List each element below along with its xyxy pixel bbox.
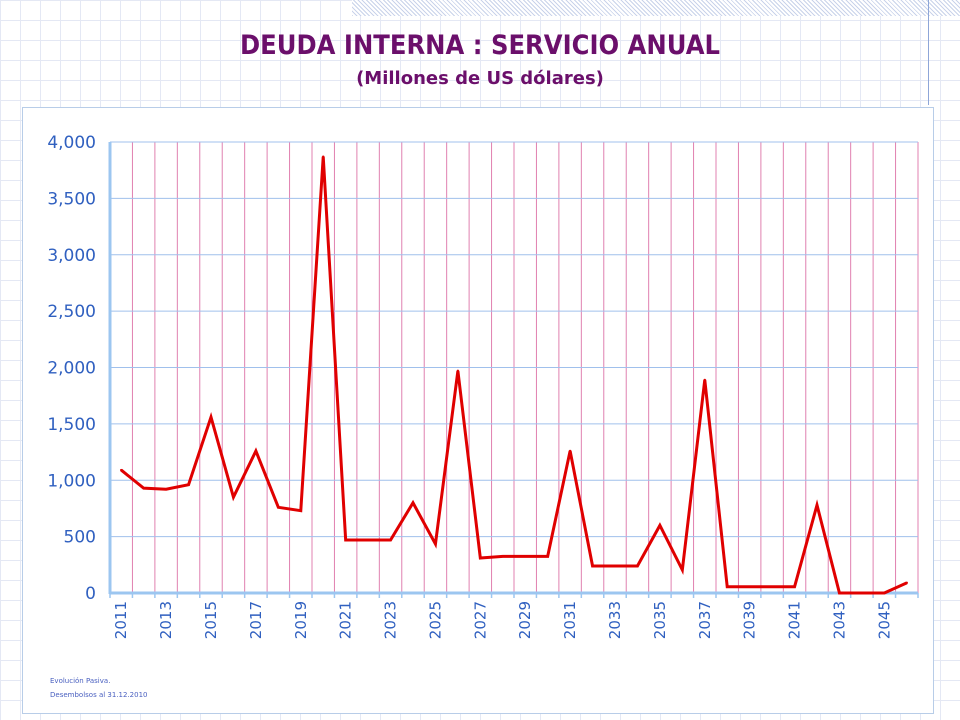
decorative-line <box>928 0 929 105</box>
data-point <box>703 378 706 382</box>
data-point <box>568 449 572 453</box>
note-2: Desembolsos al 31.12.2010 <box>50 691 148 699</box>
y-tick-label: 4,000 <box>47 133 96 153</box>
data-point <box>456 369 460 373</box>
chart-frame <box>22 107 934 714</box>
x-tick-label: 2019 <box>292 601 310 639</box>
data-point <box>434 542 437 546</box>
data-point <box>793 585 796 588</box>
y-tick-label: 3,500 <box>47 189 96 209</box>
note-1: Evolución Pasiva. <box>50 677 111 685</box>
data-point <box>187 483 190 486</box>
data-point <box>344 538 347 542</box>
data-point <box>299 509 302 512</box>
y-tick-label: 2,500 <box>47 302 96 322</box>
x-tick-label: 2043 <box>830 601 848 639</box>
y-tick-label: 1,000 <box>47 471 96 491</box>
data-point <box>277 506 280 509</box>
data-point <box>748 585 751 588</box>
x-tick-label: 2031 <box>561 601 579 639</box>
x-tick-label: 2015 <box>202 601 220 639</box>
data-point <box>815 503 819 507</box>
y-tick-label: 500 <box>64 528 96 548</box>
x-tick-label: 2037 <box>696 601 714 639</box>
series-line <box>120 156 908 595</box>
data-point <box>658 524 662 527</box>
y-tick-label: 2,000 <box>47 359 96 379</box>
data-point <box>164 488 168 491</box>
x-tick-label: 2011 <box>112 601 130 639</box>
decorative-band <box>352 0 960 16</box>
data-point <box>726 585 729 588</box>
data-point <box>366 538 370 542</box>
y-tick-label: 3,000 <box>47 246 96 266</box>
data-point <box>120 468 123 472</box>
x-tick-label: 2023 <box>382 601 400 639</box>
data-point <box>613 564 617 568</box>
data-point <box>389 538 392 542</box>
x-tick-label: 2035 <box>651 601 669 639</box>
data-point <box>501 555 504 558</box>
data-point <box>232 495 235 499</box>
data-point <box>636 564 639 568</box>
chart-subtitle: (Millones de US dólares) <box>356 68 604 89</box>
data-point <box>254 449 258 453</box>
x-tick-label: 2033 <box>606 601 624 639</box>
data-point <box>838 591 841 595</box>
data-point <box>411 501 415 504</box>
data-point <box>546 555 549 558</box>
data-point <box>142 486 145 490</box>
x-tick-label: 2045 <box>875 601 893 639</box>
x-tick-label: 2025 <box>426 601 444 639</box>
y-tick-label: 1,500 <box>47 415 96 435</box>
x-tick-label: 2027 <box>471 601 489 639</box>
x-tick-label: 2041 <box>786 601 804 639</box>
data-point <box>770 585 774 588</box>
data-point <box>479 556 482 560</box>
data-point <box>860 591 864 595</box>
chart-title: DEUDA INTERNA : SERVICIO ANUAL <box>239 30 721 61</box>
x-tick-label: 2013 <box>157 601 175 639</box>
data-point <box>883 591 886 595</box>
x-tick-label: 2017 <box>247 601 265 639</box>
y-tick-label: 0 <box>85 584 96 604</box>
data-point <box>209 415 213 419</box>
x-tick-label: 2021 <box>337 601 355 639</box>
data-point <box>905 581 908 585</box>
data-point <box>322 155 325 158</box>
data-point <box>681 568 684 572</box>
x-tick-label: 2029 <box>516 601 534 639</box>
x-tick-label: 2039 <box>741 601 759 639</box>
data-point <box>524 555 527 558</box>
data-point <box>591 564 594 568</box>
